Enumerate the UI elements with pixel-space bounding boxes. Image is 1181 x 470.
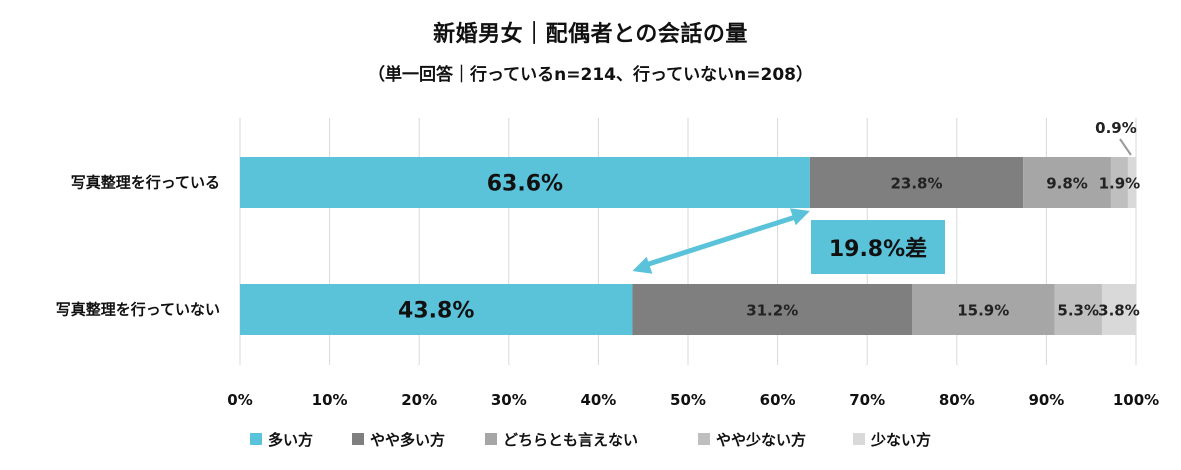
legend-swatch [698, 433, 710, 445]
data-label: 23.8% [890, 175, 942, 193]
x-tick-label: 90% [1028, 391, 1064, 409]
bar-segment [1101, 284, 1136, 335]
legend-swatch [485, 433, 497, 445]
data-label-leader [1119, 138, 1132, 156]
legend-label: どちらとも言えない [503, 431, 638, 449]
bar-segment [1127, 157, 1136, 208]
data-label: 43.8% [398, 299, 474, 324]
difference-arrow [641, 212, 803, 269]
legend-swatch [250, 433, 262, 445]
difference-arrow-head [632, 256, 653, 274]
legend-label: やや多い方 [370, 431, 445, 449]
x-tick-label: 80% [939, 391, 975, 409]
legend-swatch [853, 433, 865, 445]
bar-segment [809, 157, 1024, 208]
x-tick-label: 60% [760, 391, 796, 409]
legend-swatch [352, 433, 364, 445]
x-tick-label: 70% [849, 391, 885, 409]
category-label: 写真整理を行っていない [56, 301, 220, 319]
x-tick-label: 10% [312, 391, 348, 409]
difference-arrow-head [789, 208, 810, 226]
data-label: 31.2% [746, 302, 798, 320]
bar-segment [1054, 284, 1102, 335]
data-label: 0.9% [1095, 119, 1137, 137]
difference-callout: 19.8%差 [829, 236, 927, 262]
data-label: 15.9% [957, 302, 1009, 320]
x-tick-label: 0% [227, 391, 252, 409]
x-tick-label: 50% [670, 391, 706, 409]
bar-segment [632, 284, 912, 335]
bar-segment [240, 284, 633, 335]
data-label: 3.8% [1098, 302, 1140, 320]
data-label: 63.6% [487, 172, 563, 197]
x-tick-label: 100% [1113, 391, 1159, 409]
bar-segment [1023, 157, 1111, 208]
legend-label: 少ない方 [870, 431, 931, 449]
bar-segment [1110, 157, 1128, 208]
bar-segment [240, 157, 810, 208]
chart-subtitle: （単一回答｜行っているn=214、行っていないn=208） [368, 65, 813, 85]
legend-label: やや少ない方 [716, 431, 806, 449]
x-tick-label: 20% [401, 391, 437, 409]
data-label: 5.3% [1057, 302, 1099, 320]
data-label: 1.9% [1099, 175, 1141, 193]
category-label: 写真整理を行っている [71, 174, 220, 192]
data-label: 9.8% [1046, 175, 1088, 193]
legend-label: 多い方 [268, 431, 313, 449]
x-tick-label: 40% [580, 391, 616, 409]
bar-segment [912, 284, 1055, 335]
x-tick-label: 30% [491, 391, 527, 409]
difference-callout-box [811, 220, 945, 274]
chart-title: 新婚男女｜配偶者との会話の量 [433, 22, 748, 47]
